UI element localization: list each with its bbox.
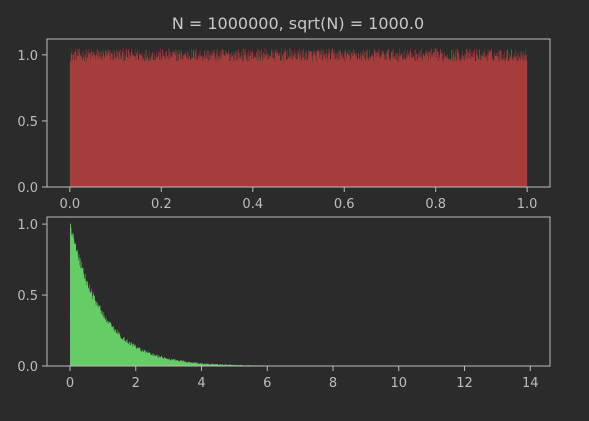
bot-xtick-label: 0 (66, 376, 74, 391)
top-xtick-label: 0.0 (60, 197, 81, 212)
top-xtick-label: 0.6 (334, 197, 355, 212)
top-xtick-label: 0.2 (151, 197, 172, 212)
bot-xtick-label: 2 (132, 376, 140, 391)
bottom-axes: 0 2 4 6 8 10 12 14 0.0 0.5 1.0 (17, 216, 551, 391)
bot-xtick-label: 12 (456, 376, 473, 391)
top-ytick-label: 0.5 (17, 115, 38, 130)
figure-title: N = 1000000, sqrt(N) = 1000.0 (172, 14, 424, 33)
top-x-ticks: 0.0 0.2 0.4 0.6 0.8 1.0 (60, 187, 538, 212)
top-ytick-label: 1.0 (17, 49, 38, 64)
top-xtick-label: 1.0 (517, 197, 538, 212)
top-xtick-label: 0.4 (242, 197, 263, 212)
bot-ytick-label: 1.0 (17, 218, 38, 233)
bot-xtick-label: 10 (390, 376, 407, 391)
bot-xtick-label: 6 (263, 376, 271, 391)
top-axes: 0.0 0.2 0.4 0.6 0.8 1.0 0.0 0.5 1.0 (17, 38, 551, 212)
bot-xtick-label: 4 (197, 376, 205, 391)
bot-xtick-label: 8 (329, 376, 337, 391)
top-axes-frame (46, 38, 551, 188)
bottom-axes-frame (46, 216, 551, 367)
top-ytick-label: 0.0 (17, 181, 38, 196)
bottom-histogram-area (70, 223, 531, 366)
bottom-x-ticks: 0 2 4 6 8 10 12 14 (66, 366, 539, 391)
top-histogram-area (69, 48, 528, 187)
bot-xtick-label: 14 (522, 376, 539, 391)
bottom-y-ticks: 0.0 0.5 1.0 (17, 218, 47, 375)
top-xtick-label: 0.8 (425, 197, 446, 212)
bot-ytick-label: 0.5 (17, 289, 38, 304)
top-y-ticks: 0.0 0.5 1.0 (17, 49, 47, 196)
bot-ytick-label: 0.0 (17, 360, 38, 375)
